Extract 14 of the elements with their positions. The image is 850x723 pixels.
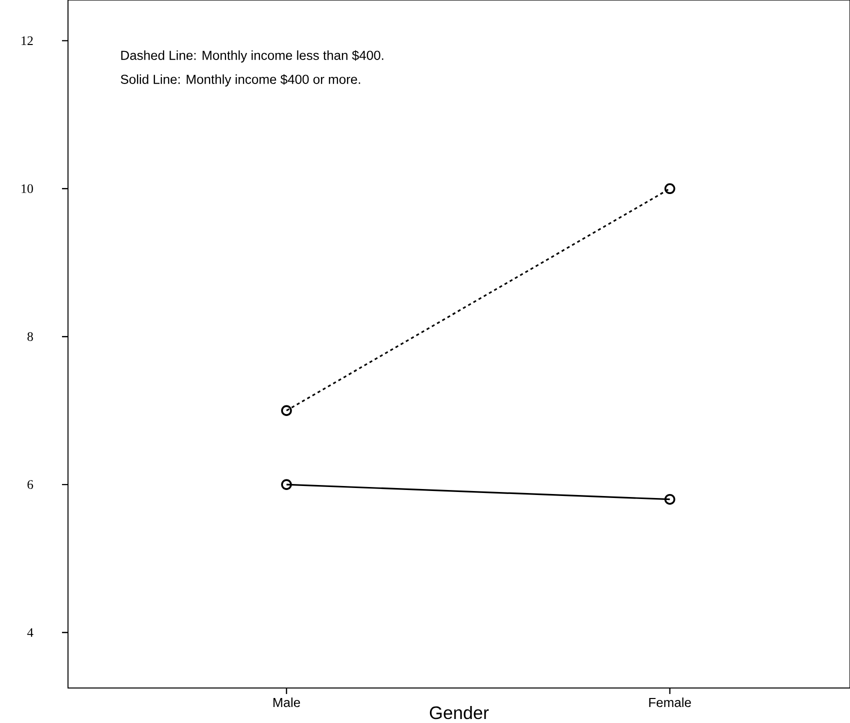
y-tick-label: 8	[27, 332, 33, 341]
point	[281, 405, 292, 416]
annotation: Dashed Line: Monthly income less than $400.	[121, 50, 384, 63]
y-tick-label: 4	[27, 628, 34, 637]
annotation: Solid Line: Monthly income $400 or more.	[120, 74, 360, 87]
y-tick-label: 12	[22, 36, 33, 45]
x-tick-label: Female	[649, 698, 691, 708]
point	[664, 183, 676, 194]
point	[664, 494, 676, 505]
x-tick-label: Male	[273, 698, 300, 708]
y-tick-label: 6	[28, 480, 34, 489]
point	[281, 479, 292, 490]
y-tick-label: 10	[22, 184, 33, 194]
x-axis-title: Gender	[430, 706, 489, 720]
